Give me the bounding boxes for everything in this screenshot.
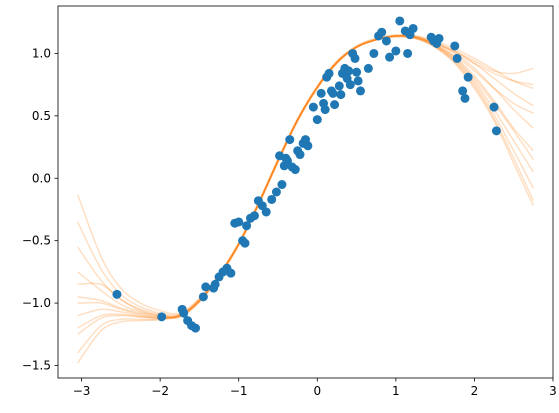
data-point [452,53,462,63]
data-point [271,187,281,197]
data-point [308,102,318,112]
x-tick-label: −1 [230,384,248,398]
axes-frame [57,5,554,379]
data-point [295,150,305,160]
data-point [267,194,277,204]
x-tick-label: 0 [313,384,321,398]
data-point [350,53,360,63]
data-point [352,67,362,77]
data-point [285,135,295,145]
data-point [458,86,468,96]
data-point [210,279,220,289]
data-point [328,88,338,98]
data-point [336,90,346,100]
data-point [334,81,344,91]
data-point [377,27,387,37]
plot-area [76,16,535,364]
y-tick-label: −1.5 [22,359,51,373]
x-tick-label: 2 [471,384,479,398]
data-point [363,63,373,73]
y-tick-label: 0.5 [32,109,51,123]
data-point [320,105,330,115]
data-point [385,52,395,62]
data-point [489,102,499,112]
data-point [460,93,470,103]
x-tick-label: 3 [549,384,557,398]
data-point [345,80,355,90]
data-point [226,268,236,278]
data-point [324,68,334,78]
data-point [369,48,379,58]
data-point [198,292,208,302]
x-tick-label: 1 [392,384,400,398]
data-point [112,289,122,299]
data-point [463,72,473,82]
data-point [330,100,340,110]
data-point [234,217,244,227]
data-point [381,36,391,46]
data-point [395,16,405,26]
y-tick-label: 0.0 [32,171,51,185]
data-point [249,211,259,221]
data-point [242,221,252,231]
data-point [434,33,444,43]
data-point [356,86,365,96]
data-point [450,41,460,51]
data-point [344,66,354,76]
data-point [201,282,211,292]
y-tick-label: −1.0 [22,296,51,310]
x-tick-label: −2 [151,384,169,398]
data-point [312,115,322,125]
data-point [179,308,189,318]
data-point [261,207,271,217]
data-point [391,46,401,56]
axes-layer: −3 −2 −1 0 1 2 3 −1.5 −1.0 −0.5 0.0 0.5 1.0 [22,5,557,398]
data-point [191,323,200,333]
data-point [290,165,300,175]
data-point [316,88,326,98]
data-point [240,238,250,248]
y-tick-label: 1.0 [32,46,51,60]
y-tick-label: −0.5 [22,234,51,248]
x-tick-label: −3 [73,384,91,398]
data-point [277,180,287,190]
data-point [282,156,292,166]
data-point [303,141,313,151]
data-point [157,312,167,322]
data-point [403,48,413,58]
data-point [408,23,418,33]
data-point [353,76,363,86]
data-point [491,126,501,136]
